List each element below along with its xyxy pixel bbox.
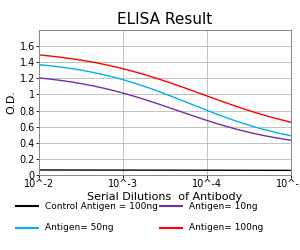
Antigen= 100ng [220,100,224,103]
Antigen= 10ng [37,76,41,80]
Control Antigen = 100ng [68,168,71,172]
Control Antigen = 100ng [196,169,199,172]
Antigen= 100ng [119,67,123,70]
Antigen= 50ng [119,78,123,81]
Antigen= 50ng [219,114,223,117]
Antigen= 100ng [196,91,199,94]
Antigen= 100ng [137,72,141,74]
Antigen= 50ng [196,105,199,108]
Antigen= 10ng [196,116,199,119]
Antigen= 10ng [219,123,223,126]
Antigen= 10ng [68,80,71,83]
Text: Antigen= 100ng: Antigen= 100ng [189,223,263,232]
Line: Antigen= 100ng: Antigen= 100ng [39,55,291,122]
Line: Antigen= 10ng: Antigen= 10ng [39,78,291,140]
Control Antigen = 100ng [219,169,223,172]
Antigen= 10ng [137,96,141,99]
Line: Antigen= 50ng: Antigen= 50ng [39,65,291,136]
Control Antigen = 100ng [137,168,141,172]
Antigen= 10ng [119,91,123,94]
Antigen= 50ng [68,67,71,70]
Control Antigen = 100ng [119,168,123,172]
Title: ELISA Result: ELISA Result [117,12,213,28]
Control Antigen = 100ng [37,168,41,172]
Antigen= 10ng [220,124,224,127]
Control Antigen = 100ng [220,169,224,172]
Antigen= 50ng [37,63,41,66]
Antigen= 50ng [289,134,293,137]
X-axis label: Serial Dilutions  of Antibody: Serial Dilutions of Antibody [87,192,243,202]
Text: Antigen= 50ng: Antigen= 50ng [45,223,114,232]
Text: Control Antigen = 100ng: Control Antigen = 100ng [45,202,158,211]
Antigen= 50ng [137,83,141,86]
Antigen= 100ng [68,57,71,60]
Control Antigen = 100ng [289,169,293,172]
Antigen= 100ng [289,121,293,124]
Y-axis label: O.D.: O.D. [7,90,17,114]
Antigen= 100ng [37,54,41,56]
Antigen= 50ng [220,115,224,118]
Text: Antigen= 10ng: Antigen= 10ng [189,202,258,211]
Antigen= 100ng [219,100,223,102]
Antigen= 10ng [289,139,293,142]
